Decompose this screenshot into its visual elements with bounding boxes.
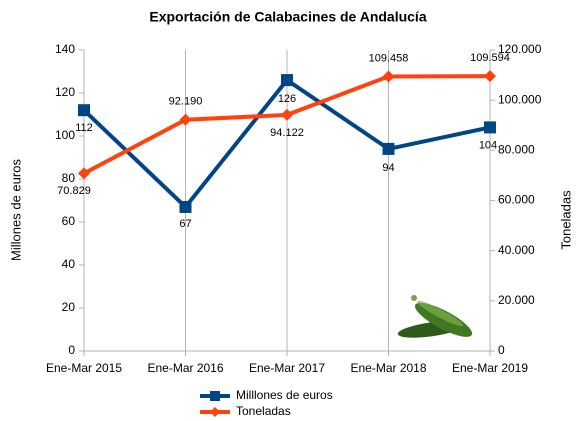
x-tick-label: Ene-Mar 2016 <box>147 361 223 375</box>
marker <box>78 104 90 116</box>
data-label: 109.458 <box>369 52 409 64</box>
legend-label: Milllones de euros <box>236 388 333 402</box>
data-label: 109.594 <box>470 52 510 64</box>
data-label: 70.829 <box>57 185 91 197</box>
data-label: 67 <box>179 218 191 230</box>
marker <box>281 74 293 86</box>
marker <box>180 201 192 213</box>
data-label: 92.190 <box>169 96 203 108</box>
marker <box>383 143 395 155</box>
y-tick-label: 0 <box>68 343 75 357</box>
y2-axis-title: Toneladas <box>558 190 573 250</box>
chart: Exportación de Calabacines de Andalucía … <box>0 0 576 421</box>
y-tick-label: 120 <box>55 85 75 99</box>
y2-tick-label: 40.000 <box>498 243 535 257</box>
data-label: 94 <box>382 162 394 174</box>
x-tick-label: Ene-Mar 2018 <box>350 361 426 375</box>
y-tick-label: 20 <box>62 300 76 314</box>
data-label: 126 <box>278 93 296 105</box>
y2-tick-label: 100.000 <box>498 92 542 106</box>
y-tick-label: 100 <box>55 128 75 142</box>
legend-label: Toneladas <box>236 404 291 418</box>
y2-tick-label: 20.000 <box>498 293 535 307</box>
data-label: 112 <box>75 122 93 134</box>
data-label: 104 <box>479 139 497 151</box>
marker <box>484 121 496 133</box>
data-label: 94.122 <box>270 127 304 139</box>
y-tick-label: 140 <box>55 42 75 56</box>
legend-marker <box>210 391 220 401</box>
y-tick-label: 80 <box>62 171 76 185</box>
y-axis-title: Millones de euros <box>8 159 23 261</box>
chart-title: Exportación de Calabacines de Andalucía <box>149 9 426 25</box>
y-tick-label: 60 <box>62 214 76 228</box>
y2-tick-label: 60.000 <box>498 193 535 207</box>
x-tick-label: Ene-Mar 2017 <box>249 361 325 375</box>
x-tick-label: Ene-Mar 2019 <box>452 361 528 375</box>
y2-tick-label: 0 <box>498 343 505 357</box>
x-tick-label: Ene-Mar 2015 <box>46 361 122 375</box>
y2-tick-label: 80.000 <box>498 143 535 157</box>
y-tick-label: 40 <box>62 257 76 271</box>
